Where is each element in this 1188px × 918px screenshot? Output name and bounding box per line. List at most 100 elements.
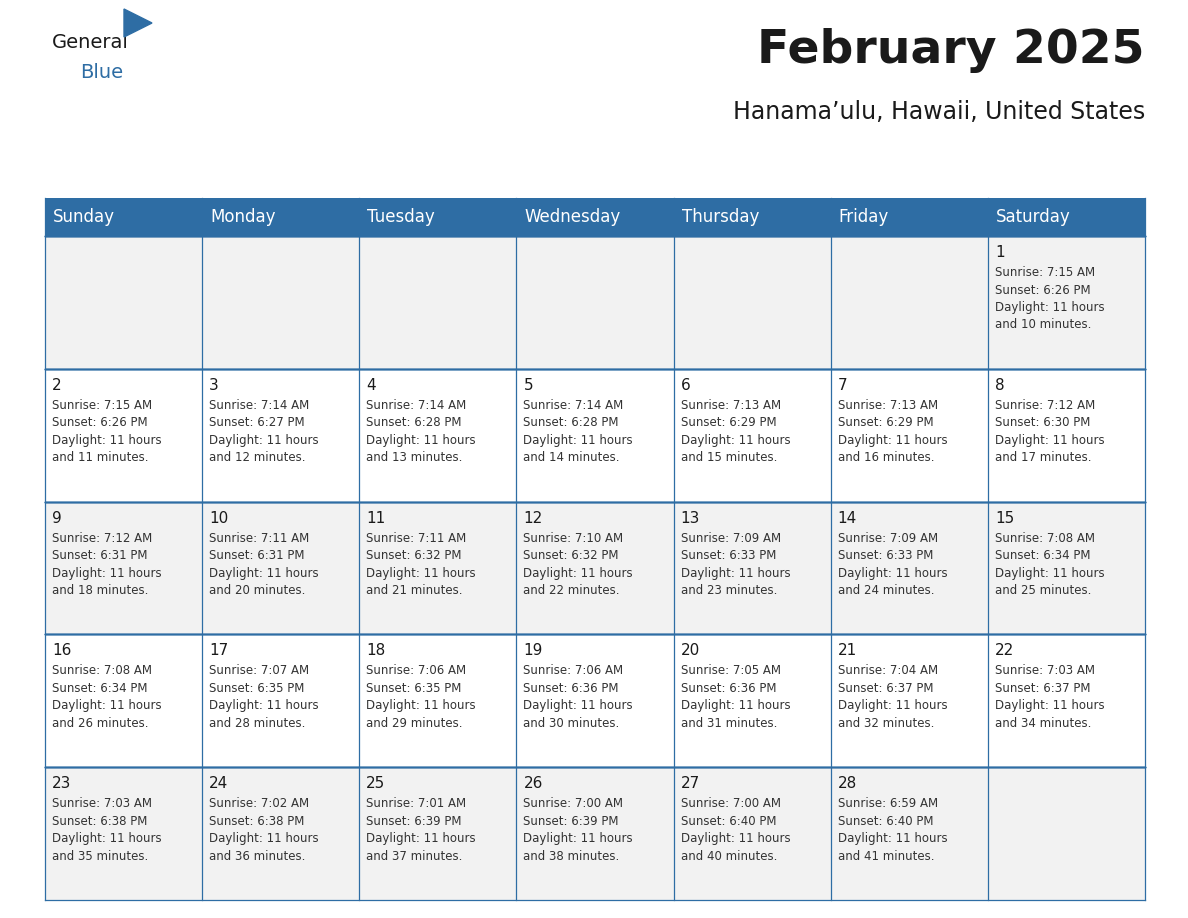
Text: Tuesday: Tuesday — [367, 208, 435, 226]
Bar — [359, 369, 517, 501]
Bar — [988, 767, 1145, 900]
Text: Sunrise: 7:15 AM
Sunset: 6:26 PM
Daylight: 11 hours
and 11 minutes.: Sunrise: 7:15 AM Sunset: 6:26 PM Dayligh… — [52, 398, 162, 465]
Bar — [202, 501, 359, 634]
Text: 4: 4 — [366, 378, 375, 393]
Text: 3: 3 — [209, 378, 219, 393]
Text: Sunrise: 7:05 AM
Sunset: 6:36 PM
Daylight: 11 hours
and 31 minutes.: Sunrise: 7:05 AM Sunset: 6:36 PM Dayligh… — [681, 665, 790, 730]
Text: 17: 17 — [209, 644, 228, 658]
Text: Sunrise: 7:09 AM
Sunset: 6:33 PM
Daylight: 11 hours
and 24 minutes.: Sunrise: 7:09 AM Sunset: 6:33 PM Dayligh… — [838, 532, 947, 597]
Bar — [988, 369, 1145, 501]
Text: Sunrise: 7:08 AM
Sunset: 6:34 PM
Daylight: 11 hours
and 26 minutes.: Sunrise: 7:08 AM Sunset: 6:34 PM Dayligh… — [52, 665, 162, 730]
Text: 8: 8 — [994, 378, 1005, 393]
Bar — [202, 236, 359, 369]
Text: Sunrise: 7:13 AM
Sunset: 6:29 PM
Daylight: 11 hours
and 15 minutes.: Sunrise: 7:13 AM Sunset: 6:29 PM Dayligh… — [681, 398, 790, 465]
Bar — [359, 198, 517, 236]
Text: 14: 14 — [838, 510, 857, 526]
Text: Sunrise: 7:06 AM
Sunset: 6:36 PM
Daylight: 11 hours
and 30 minutes.: Sunrise: 7:06 AM Sunset: 6:36 PM Dayligh… — [524, 665, 633, 730]
Text: 1: 1 — [994, 245, 1005, 260]
Text: Sunrise: 7:07 AM
Sunset: 6:35 PM
Daylight: 11 hours
and 28 minutes.: Sunrise: 7:07 AM Sunset: 6:35 PM Dayligh… — [209, 665, 318, 730]
Text: 9: 9 — [52, 510, 62, 526]
Bar — [674, 369, 830, 501]
Bar — [988, 501, 1145, 634]
Text: 12: 12 — [524, 510, 543, 526]
Text: Sunrise: 7:03 AM
Sunset: 6:37 PM
Daylight: 11 hours
and 34 minutes.: Sunrise: 7:03 AM Sunset: 6:37 PM Dayligh… — [994, 665, 1105, 730]
Bar — [45, 501, 202, 634]
Text: Sunrise: 7:04 AM
Sunset: 6:37 PM
Daylight: 11 hours
and 32 minutes.: Sunrise: 7:04 AM Sunset: 6:37 PM Dayligh… — [838, 665, 947, 730]
Text: Sunrise: 7:14 AM
Sunset: 6:28 PM
Daylight: 11 hours
and 13 minutes.: Sunrise: 7:14 AM Sunset: 6:28 PM Dayligh… — [366, 398, 476, 465]
Bar — [517, 767, 674, 900]
Bar — [45, 236, 202, 369]
Text: Blue: Blue — [80, 63, 124, 82]
Text: Thursday: Thursday — [682, 208, 759, 226]
Bar — [202, 634, 359, 767]
Text: 20: 20 — [681, 644, 700, 658]
Text: Sunrise: 7:03 AM
Sunset: 6:38 PM
Daylight: 11 hours
and 35 minutes.: Sunrise: 7:03 AM Sunset: 6:38 PM Dayligh… — [52, 797, 162, 863]
Bar — [517, 369, 674, 501]
Text: Sunrise: 7:14 AM
Sunset: 6:28 PM
Daylight: 11 hours
and 14 minutes.: Sunrise: 7:14 AM Sunset: 6:28 PM Dayligh… — [524, 398, 633, 465]
Text: Sunrise: 7:09 AM
Sunset: 6:33 PM
Daylight: 11 hours
and 23 minutes.: Sunrise: 7:09 AM Sunset: 6:33 PM Dayligh… — [681, 532, 790, 597]
Bar — [830, 634, 988, 767]
Text: Sunrise: 7:00 AM
Sunset: 6:40 PM
Daylight: 11 hours
and 40 minutes.: Sunrise: 7:00 AM Sunset: 6:40 PM Dayligh… — [681, 797, 790, 863]
Bar — [45, 369, 202, 501]
Bar — [674, 501, 830, 634]
Text: 23: 23 — [52, 777, 71, 791]
Text: 11: 11 — [366, 510, 386, 526]
Text: Sunrise: 7:10 AM
Sunset: 6:32 PM
Daylight: 11 hours
and 22 minutes.: Sunrise: 7:10 AM Sunset: 6:32 PM Dayligh… — [524, 532, 633, 597]
Text: Sunrise: 6:59 AM
Sunset: 6:40 PM
Daylight: 11 hours
and 41 minutes.: Sunrise: 6:59 AM Sunset: 6:40 PM Dayligh… — [838, 797, 947, 863]
Text: 21: 21 — [838, 644, 857, 658]
Bar — [45, 198, 202, 236]
Text: Friday: Friday — [839, 208, 889, 226]
Bar — [517, 236, 674, 369]
Bar — [988, 198, 1145, 236]
Bar — [988, 236, 1145, 369]
Text: Sunrise: 7:08 AM
Sunset: 6:34 PM
Daylight: 11 hours
and 25 minutes.: Sunrise: 7:08 AM Sunset: 6:34 PM Dayligh… — [994, 532, 1105, 597]
Text: Sunrise: 7:11 AM
Sunset: 6:32 PM
Daylight: 11 hours
and 21 minutes.: Sunrise: 7:11 AM Sunset: 6:32 PM Dayligh… — [366, 532, 476, 597]
Text: 6: 6 — [681, 378, 690, 393]
Text: 18: 18 — [366, 644, 386, 658]
Text: February 2025: February 2025 — [758, 28, 1145, 73]
Text: Sunrise: 7:02 AM
Sunset: 6:38 PM
Daylight: 11 hours
and 36 minutes.: Sunrise: 7:02 AM Sunset: 6:38 PM Dayligh… — [209, 797, 318, 863]
Text: 10: 10 — [209, 510, 228, 526]
Text: 19: 19 — [524, 644, 543, 658]
Bar — [830, 236, 988, 369]
Bar — [359, 767, 517, 900]
Text: Saturday: Saturday — [996, 208, 1070, 226]
Polygon shape — [124, 9, 152, 37]
Text: Sunrise: 7:00 AM
Sunset: 6:39 PM
Daylight: 11 hours
and 38 minutes.: Sunrise: 7:00 AM Sunset: 6:39 PM Dayligh… — [524, 797, 633, 863]
Bar — [830, 767, 988, 900]
Text: 2: 2 — [52, 378, 62, 393]
Text: 5: 5 — [524, 378, 533, 393]
Text: 13: 13 — [681, 510, 700, 526]
Text: 25: 25 — [366, 777, 386, 791]
Bar — [674, 198, 830, 236]
Text: 22: 22 — [994, 644, 1015, 658]
Bar — [45, 767, 202, 900]
Text: Sunrise: 7:15 AM
Sunset: 6:26 PM
Daylight: 11 hours
and 10 minutes.: Sunrise: 7:15 AM Sunset: 6:26 PM Dayligh… — [994, 266, 1105, 331]
Text: 15: 15 — [994, 510, 1015, 526]
Bar — [830, 369, 988, 501]
Bar — [674, 236, 830, 369]
Bar — [830, 198, 988, 236]
Bar — [359, 236, 517, 369]
Bar — [202, 767, 359, 900]
Bar — [517, 501, 674, 634]
Text: 16: 16 — [52, 644, 71, 658]
Text: General: General — [52, 33, 128, 52]
Bar — [830, 501, 988, 634]
Text: Sunrise: 7:14 AM
Sunset: 6:27 PM
Daylight: 11 hours
and 12 minutes.: Sunrise: 7:14 AM Sunset: 6:27 PM Dayligh… — [209, 398, 318, 465]
Bar — [202, 369, 359, 501]
Text: Sunrise: 7:13 AM
Sunset: 6:29 PM
Daylight: 11 hours
and 16 minutes.: Sunrise: 7:13 AM Sunset: 6:29 PM Dayligh… — [838, 398, 947, 465]
Text: Sunrise: 7:06 AM
Sunset: 6:35 PM
Daylight: 11 hours
and 29 minutes.: Sunrise: 7:06 AM Sunset: 6:35 PM Dayligh… — [366, 665, 476, 730]
Bar — [202, 198, 359, 236]
Text: 27: 27 — [681, 777, 700, 791]
Bar — [359, 501, 517, 634]
Text: Sunrise: 7:12 AM
Sunset: 6:31 PM
Daylight: 11 hours
and 18 minutes.: Sunrise: 7:12 AM Sunset: 6:31 PM Dayligh… — [52, 532, 162, 597]
Text: 24: 24 — [209, 777, 228, 791]
Text: Monday: Monday — [210, 208, 276, 226]
Text: Sunrise: 7:12 AM
Sunset: 6:30 PM
Daylight: 11 hours
and 17 minutes.: Sunrise: 7:12 AM Sunset: 6:30 PM Dayligh… — [994, 398, 1105, 465]
Bar — [45, 634, 202, 767]
Bar — [988, 634, 1145, 767]
Bar — [517, 634, 674, 767]
Text: 7: 7 — [838, 378, 847, 393]
Text: 26: 26 — [524, 777, 543, 791]
